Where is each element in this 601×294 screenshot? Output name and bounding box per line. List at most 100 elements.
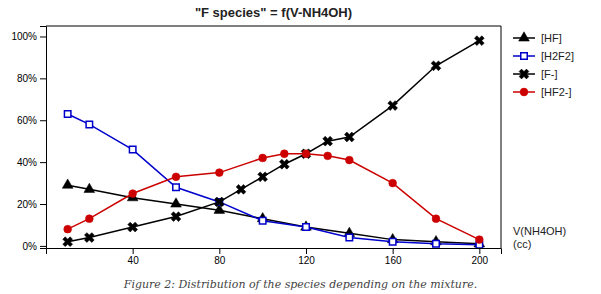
plot-area: 40 80 120 160 200 0% 20% 40% 60% 80% 100% <box>11 26 501 266</box>
series-marker <box>389 179 397 187</box>
annotation-line: (cc) <box>513 238 531 250</box>
y-tick: 0% <box>23 241 46 252</box>
x-tick-label: 120 <box>298 255 315 266</box>
legend-label: [H2F2] <box>541 50 574 62</box>
annotation: V(NH4OH)(cc) <box>513 225 566 250</box>
series-marker <box>324 152 332 160</box>
y-tick: 80% <box>17 73 46 84</box>
series-marker <box>259 154 267 162</box>
series-marker <box>129 190 137 198</box>
legend-label: [HF2-] <box>541 86 572 98</box>
y-tick-mark <box>40 36 46 37</box>
x-tick-mark <box>479 248 480 254</box>
y-tick: 20% <box>17 199 46 210</box>
y-tick-label: 0% <box>23 241 38 252</box>
x-tick-mark <box>219 248 220 254</box>
x-tick-label: 160 <box>385 255 402 266</box>
series-marker <box>82 230 97 245</box>
x-axis-line <box>47 249 502 255</box>
y-tick-label: 100% <box>11 31 37 42</box>
frame-right <box>501 26 502 248</box>
y-axis: 0% 20% 40% 60% 80% 100% <box>11 27 46 252</box>
x-tick-mark <box>393 248 394 254</box>
x-tick: 160 <box>385 248 402 266</box>
series-marker <box>259 218 265 224</box>
y-tick-mark <box>40 162 46 163</box>
x-tick: 200 <box>471 248 488 266</box>
legend-symbol <box>520 88 528 96</box>
x-tick-mark <box>306 248 307 254</box>
legend-item: [H2F2] <box>513 50 574 62</box>
series-line <box>68 41 480 242</box>
x-tick: 40 <box>128 248 140 266</box>
series-marker <box>62 179 73 188</box>
x-tick-label: 80 <box>214 255 226 266</box>
caption: Figure 2: Distribution of the species de… <box>123 278 477 291</box>
x-tick: 120 <box>298 248 315 266</box>
series-marker <box>173 184 179 190</box>
series-marker <box>277 157 292 172</box>
series-marker <box>84 183 95 192</box>
series-marker <box>475 236 483 244</box>
series-marker <box>85 215 93 223</box>
series-marker <box>171 198 182 207</box>
legend-symbol <box>519 32 530 41</box>
legend-symbol <box>521 53 527 59</box>
x-tick-mark <box>133 248 134 254</box>
series-marker <box>215 169 223 177</box>
series-line <box>68 154 480 240</box>
frame-top <box>46 26 501 27</box>
series <box>64 150 483 244</box>
y-tick-label: 20% <box>17 199 37 210</box>
y-axis-line <box>40 27 47 249</box>
x-axis: 40 80 120 160 200 <box>47 248 502 266</box>
x-tick-label: 200 <box>471 255 488 266</box>
series-marker <box>303 224 309 230</box>
y-tick-mark <box>40 78 46 79</box>
series-marker <box>345 156 353 164</box>
legend: [HF][H2F2][F-][HF2-] <box>513 32 574 98</box>
series-marker <box>385 98 400 113</box>
legend-symbol <box>517 67 532 82</box>
series-marker <box>472 33 487 48</box>
series-marker <box>433 241 439 247</box>
y-tick-mark <box>40 246 46 247</box>
x-tick-label: 40 <box>128 255 140 266</box>
chart-svg: 40 80 120 160 200 0% 20% 40% 60% 80% 100% "F specie… <box>0 0 601 294</box>
series <box>60 33 486 248</box>
series-marker <box>389 238 395 244</box>
legend-item: [HF] <box>513 32 562 44</box>
series-marker <box>342 130 357 145</box>
series-marker <box>125 220 140 235</box>
chart-title: "F species" = f(V-NH4OH) <box>195 5 352 20</box>
series-marker <box>320 134 335 149</box>
series-layer <box>60 33 486 248</box>
series-marker <box>64 111 70 117</box>
series-marker <box>86 121 92 127</box>
y-tick-mark <box>40 204 46 205</box>
series <box>64 111 482 248</box>
series-marker <box>234 182 249 197</box>
series-marker <box>255 169 270 184</box>
series-marker <box>346 234 352 240</box>
legend-item: [HF2-] <box>513 86 572 98</box>
y-tick-mark <box>40 120 46 121</box>
chart-container: 40 80 120 160 200 0% 20% 40% 60% 80% 100% "F specie… <box>0 0 601 294</box>
y-tick-label: 40% <box>17 157 37 168</box>
series-line <box>68 185 480 244</box>
series-marker <box>429 58 444 73</box>
series-marker <box>64 225 72 233</box>
y-tick: 100% <box>11 31 46 42</box>
y-tick: 60% <box>17 115 46 126</box>
annotation-line: V(NH4OH) <box>513 225 566 237</box>
series-marker <box>60 234 75 248</box>
series-marker <box>302 150 310 158</box>
series-marker <box>212 195 227 210</box>
series-marker <box>129 146 135 152</box>
series-line <box>68 114 480 245</box>
series <box>62 179 484 247</box>
y-tick-label: 60% <box>17 115 37 126</box>
series-marker <box>301 221 312 230</box>
series-marker <box>172 173 180 181</box>
y-tick: 40% <box>17 157 46 168</box>
